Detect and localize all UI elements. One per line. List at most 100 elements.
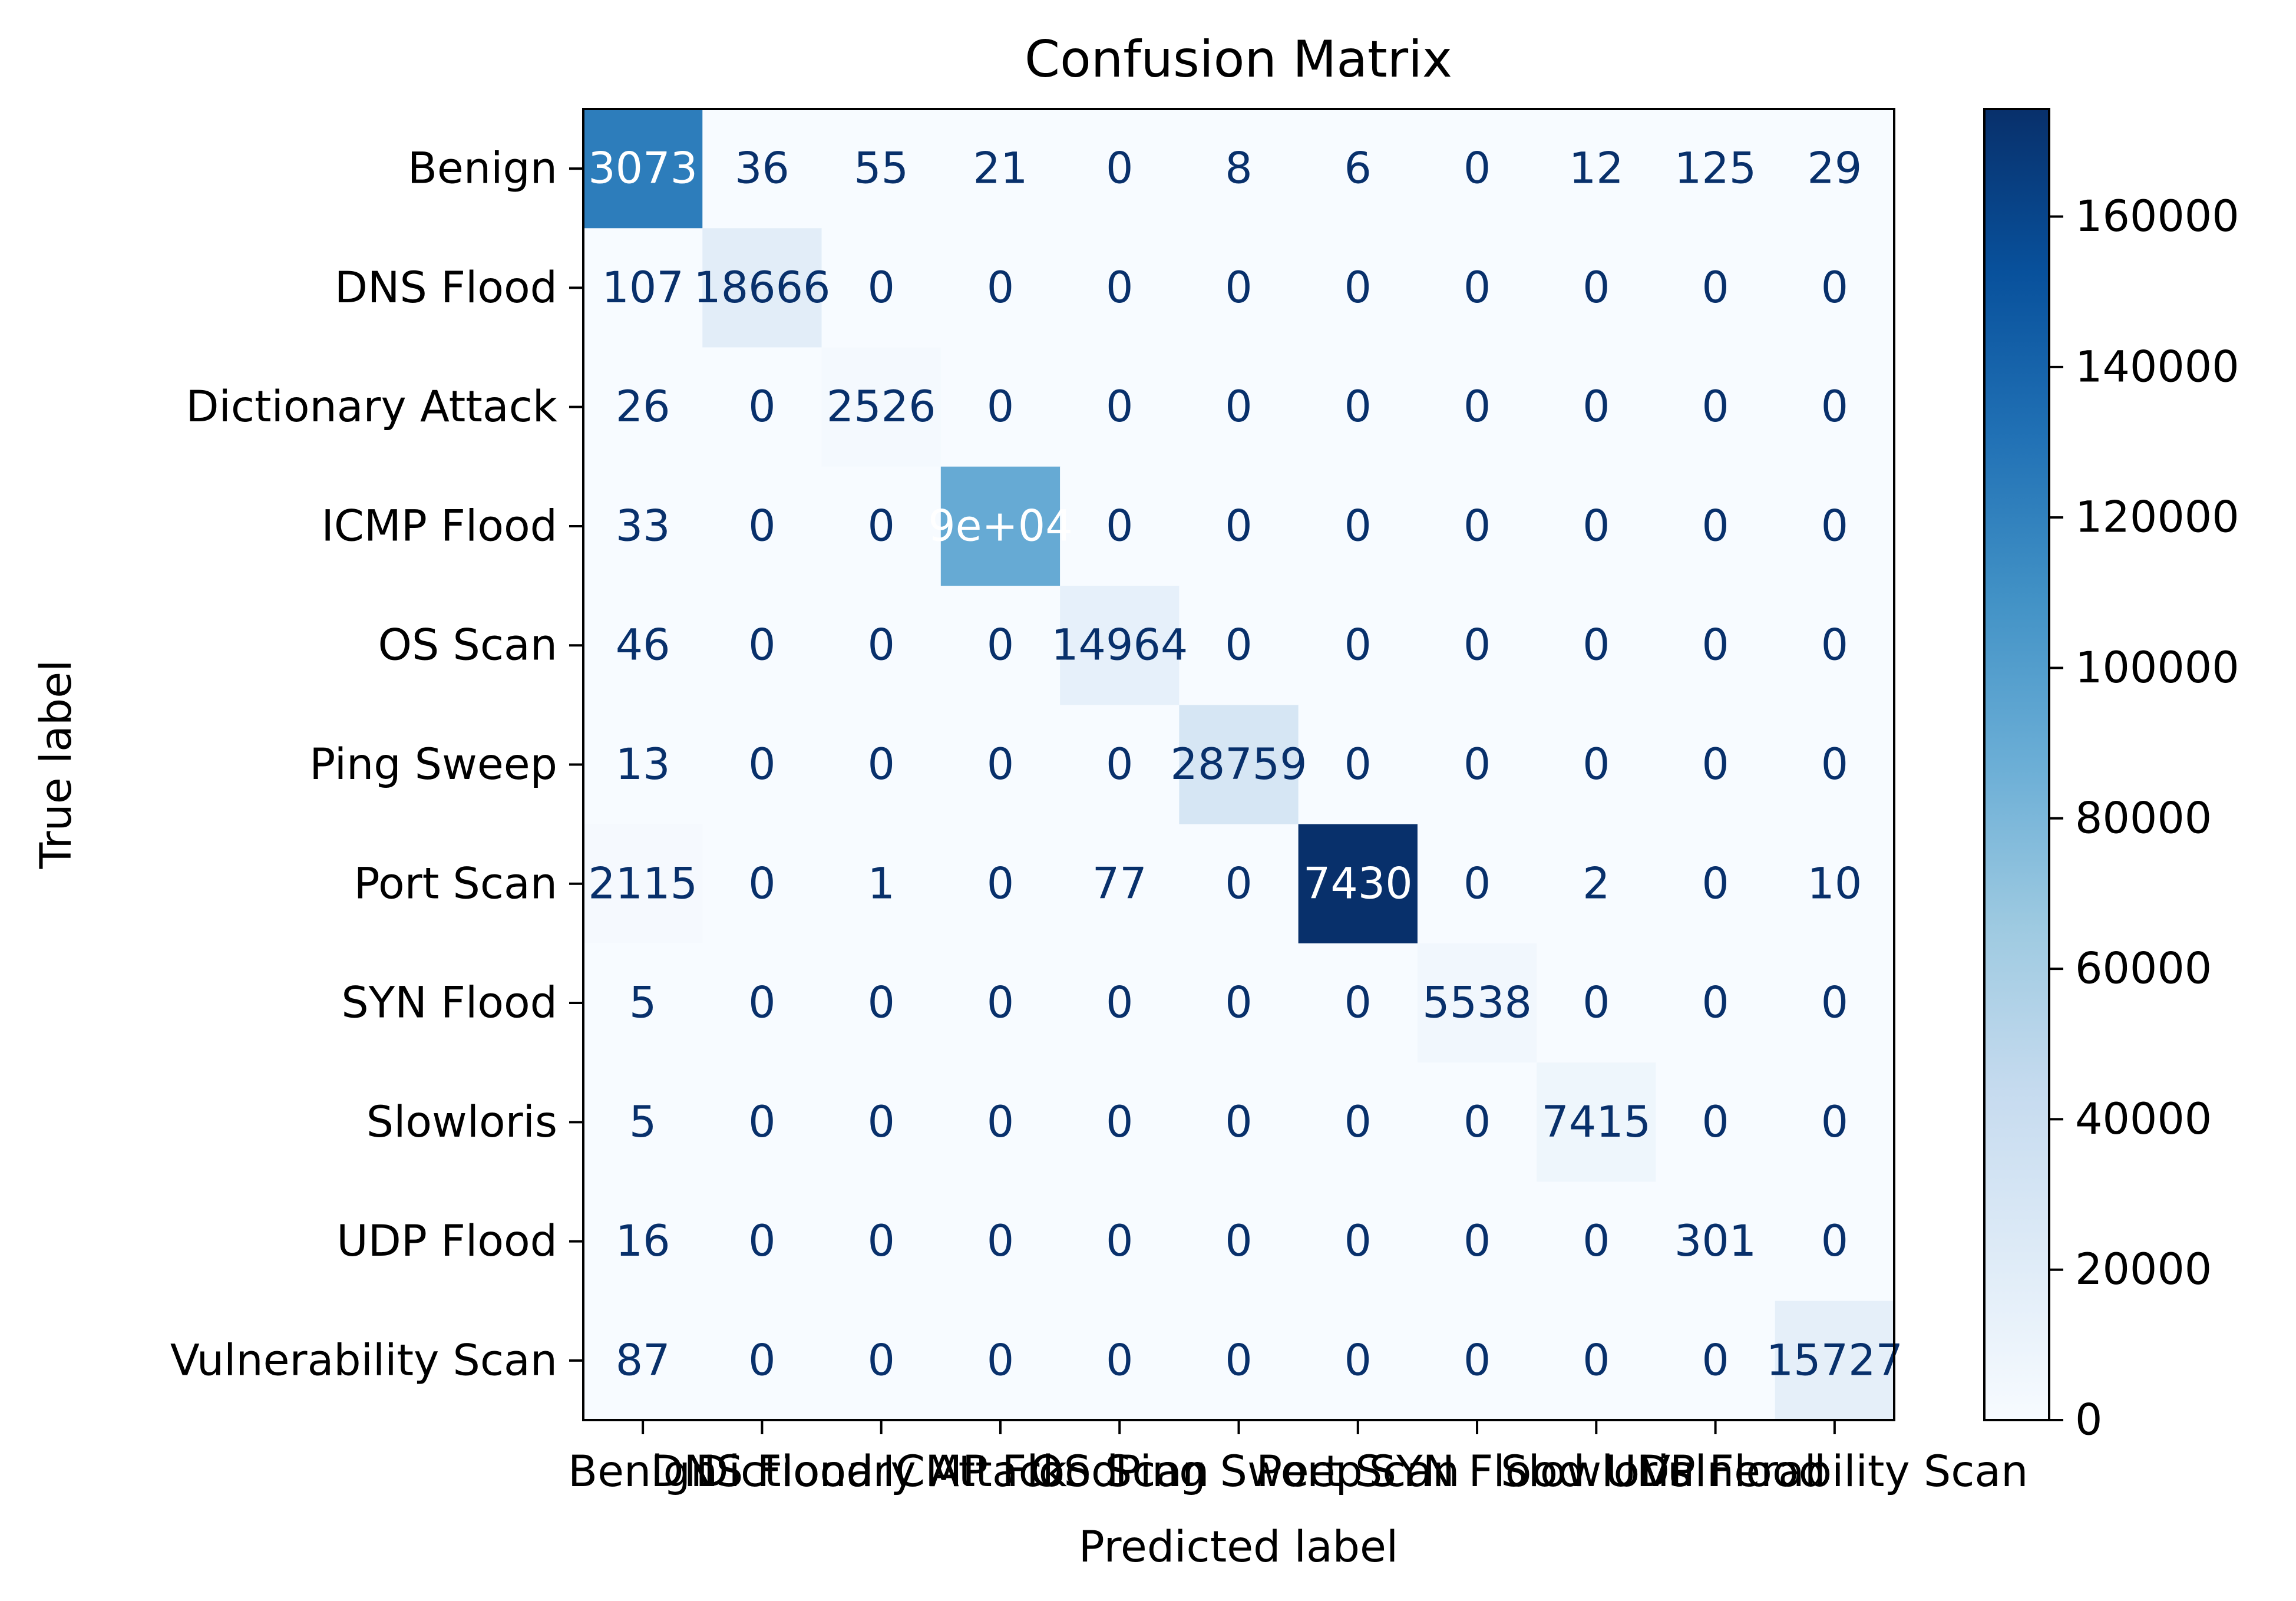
matrix-cell: [940, 1300, 1061, 1421]
cell-value-label: 87: [616, 1335, 670, 1385]
cell-value-label: 0: [987, 1216, 1014, 1266]
matrix-cell: [1775, 824, 1895, 944]
cell-value-label: 0: [1702, 620, 1729, 671]
matrix-cell: [1775, 347, 1895, 467]
colorbar-tick-label: 60000: [2075, 944, 2212, 994]
matrix-cell: [1417, 1300, 1537, 1421]
cell-value-label: 301: [1674, 1216, 1756, 1266]
y-tick-label: ICMP Flood: [321, 501, 557, 551]
cell-value-label: 0: [987, 620, 1014, 671]
cell-value-label: 0: [1225, 382, 1252, 432]
cell-value-label: 0: [1106, 144, 1133, 194]
matrix-cell: [1775, 228, 1895, 348]
matrix-cell: [940, 466, 1061, 586]
matrix-cell: [583, 109, 703, 229]
cell-value-label: 0: [1821, 620, 1848, 671]
cell-value-label: 7430: [1303, 859, 1413, 909]
matrix-cell: [940, 1062, 1061, 1183]
cell-value-label: 0: [1821, 501, 1848, 551]
matrix-cell: [1298, 109, 1418, 229]
cell-value-label: 0: [1344, 1335, 1372, 1385]
cell-value-label: 0: [867, 263, 894, 313]
matrix-cell: [702, 1300, 822, 1421]
cell-value-label: 0: [867, 620, 894, 671]
matrix-cell: [1656, 1300, 1776, 1421]
matrix-cell: [1656, 824, 1776, 944]
cell-value-label: 8: [1225, 144, 1252, 194]
matrix-cell: [1298, 466, 1418, 586]
x-tick-label: ICMP Flood: [883, 1447, 1119, 1497]
matrix-cell: [1417, 1062, 1537, 1183]
matrix-cell: [702, 586, 822, 705]
matrix-cell: [940, 824, 1061, 944]
matrix-cell: [1298, 586, 1418, 705]
x-tick-label: Port Scan: [1256, 1447, 1459, 1497]
matrix-cell: [1417, 824, 1537, 944]
x-tick-label: Vulnerability Scan: [1641, 1447, 2028, 1497]
matrix-cell: [1417, 109, 1537, 229]
matrix-cell: [583, 824, 703, 944]
cell-value-label: 0: [1702, 1097, 1729, 1147]
cell-value-label: 0: [1106, 740, 1133, 790]
matrix-cell: [1060, 1181, 1180, 1302]
cell-value-label: 0: [1583, 978, 1610, 1028]
cell-value-label: 5: [629, 1097, 656, 1147]
matrix-cell: [821, 705, 941, 825]
matrix-cell: [940, 586, 1061, 705]
colorbar-tick-label: 140000: [2075, 342, 2239, 392]
cell-value-label: 12: [1569, 144, 1624, 194]
cell-value-label: 0: [1702, 859, 1729, 909]
cell-value-label: 15727: [1766, 1335, 1903, 1385]
cell-value-label: 0: [987, 263, 1014, 313]
cell-value-label: 21: [973, 144, 1028, 194]
matrix-cell: [1537, 1300, 1657, 1421]
matrix-cell: [1417, 228, 1537, 348]
matrix-cell: [1298, 1300, 1418, 1421]
matrix-cell: [1179, 109, 1299, 229]
cell-value-label: 33: [616, 501, 670, 551]
cell-value-label: 0: [1464, 620, 1491, 671]
colorbar-tick-label: 120000: [2075, 493, 2239, 543]
matrix-cells: [583, 109, 1895, 1421]
matrix-cell: [702, 824, 822, 944]
cell-value-label: 0: [1106, 382, 1133, 432]
x-tick-label: SYN Flood: [1369, 1447, 1585, 1497]
cell-value-label: 0: [748, 740, 775, 790]
cell-value-label: 0: [1702, 501, 1729, 551]
cell-value-label: 0: [1464, 740, 1491, 790]
cell-value-label: 0: [1344, 501, 1372, 551]
cell-value-label: 0: [1344, 978, 1372, 1028]
cell-value-label: 0: [1464, 263, 1491, 313]
matrix-cell: [1179, 228, 1299, 348]
matrix-cell: [1537, 705, 1657, 825]
matrix-cell: [1775, 943, 1895, 1063]
cell-value-label: 0: [1225, 1097, 1252, 1147]
matrix-cell: [702, 228, 822, 348]
matrix-cell: [1060, 705, 1180, 825]
matrix-cell: [1060, 347, 1180, 467]
cell-value-label: 0: [1106, 263, 1133, 313]
matrix-cell: [1537, 228, 1657, 348]
matrix-cell: [821, 824, 941, 944]
cell-value-label: 0: [1225, 620, 1252, 671]
matrix-cell: [702, 705, 822, 825]
cell-value-label: 0: [1106, 501, 1133, 551]
y-tick-label: Vulnerability Scan: [170, 1335, 557, 1385]
matrix-cell: [1656, 228, 1776, 348]
matrix-cell: [583, 1062, 703, 1183]
matrix-cell: [702, 1062, 822, 1183]
matrix-cell: [1775, 109, 1895, 229]
cell-value-label: 46: [616, 620, 670, 671]
matrix-cell: [1775, 1062, 1895, 1183]
cell-value-label: 18666: [693, 263, 830, 313]
x-tick-label: OS Scan: [1030, 1447, 1209, 1497]
matrix-cell: [1775, 705, 1895, 825]
cell-value-label: 5538: [1422, 978, 1532, 1028]
cell-value-label: 0: [1106, 1097, 1133, 1147]
cell-value-label: 0: [1821, 263, 1848, 313]
cell-value-label: 7415: [1541, 1097, 1651, 1147]
matrix-cell: [1060, 1062, 1180, 1183]
matrix-cell: [1537, 1062, 1657, 1183]
cell-value-label: 0: [1702, 740, 1729, 790]
x-tick-label: Benign: [568, 1447, 718, 1497]
